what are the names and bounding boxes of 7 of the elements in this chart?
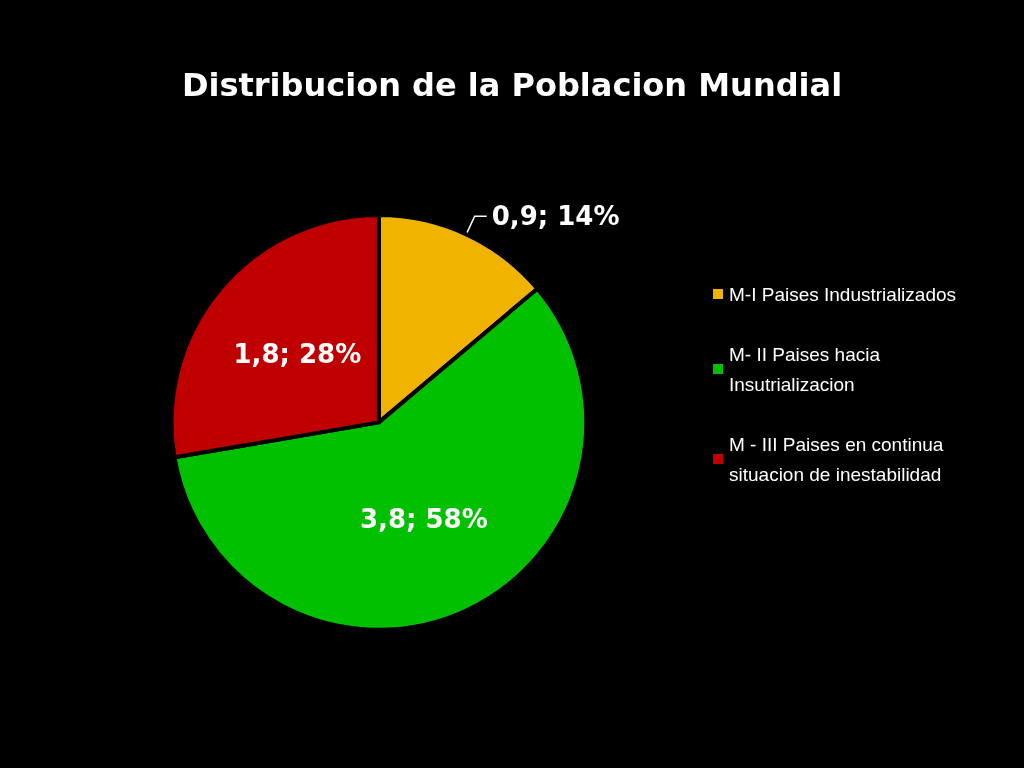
legend-label: M- II Paises hacia Insutrializacion [729, 343, 886, 395]
data-label: 1,8; 28% [233, 338, 362, 369]
chart-title: Distribucion de la Poblacion Mundial [181, 66, 843, 104]
legend-label: M - III Paises en continua situacion de inestabilidad [729, 433, 949, 485]
legend-label: M-I Paises Industrializados [729, 283, 957, 305]
data-label: 3,8; 58% [359, 504, 488, 535]
data-label: 0,9; 14% [491, 201, 620, 232]
